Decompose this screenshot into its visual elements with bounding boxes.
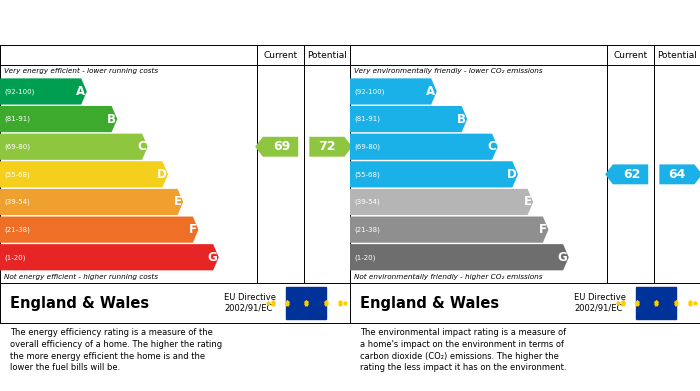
Text: Not environmentally friendly - higher CO₂ emissions: Not environmentally friendly - higher CO… bbox=[354, 274, 542, 280]
Polygon shape bbox=[255, 137, 298, 157]
Text: D: D bbox=[507, 168, 517, 181]
Text: G: G bbox=[558, 251, 567, 264]
Text: B: B bbox=[107, 113, 116, 126]
Text: 69: 69 bbox=[273, 140, 290, 153]
Text: B: B bbox=[457, 113, 466, 126]
Text: G: G bbox=[208, 251, 217, 264]
Text: (81-91): (81-91) bbox=[4, 116, 30, 122]
Polygon shape bbox=[350, 106, 468, 132]
Polygon shape bbox=[0, 217, 199, 243]
Text: E: E bbox=[174, 196, 182, 208]
Text: Very environmentally friendly - lower CO₂ emissions: Very environmentally friendly - lower CO… bbox=[354, 68, 542, 75]
Text: Very energy efficient - lower running costs: Very energy efficient - lower running co… bbox=[4, 68, 158, 75]
FancyBboxPatch shape bbox=[286, 287, 326, 319]
Text: F: F bbox=[539, 223, 547, 236]
Text: E: E bbox=[524, 196, 532, 208]
Polygon shape bbox=[605, 164, 648, 184]
Text: Current: Current bbox=[613, 50, 648, 59]
Text: D: D bbox=[157, 168, 167, 181]
Text: Potential: Potential bbox=[657, 50, 696, 59]
Polygon shape bbox=[0, 106, 118, 132]
Text: (92-100): (92-100) bbox=[354, 88, 384, 95]
Text: 72: 72 bbox=[318, 140, 336, 153]
Text: EU Directive
2002/91/EC: EU Directive 2002/91/EC bbox=[574, 293, 626, 313]
Text: Not energy efficient - higher running costs: Not energy efficient - higher running co… bbox=[4, 274, 158, 280]
Polygon shape bbox=[350, 189, 533, 215]
Text: 62: 62 bbox=[623, 168, 640, 181]
Text: England & Wales: England & Wales bbox=[360, 296, 500, 310]
Text: (92-100): (92-100) bbox=[4, 88, 34, 95]
Polygon shape bbox=[0, 78, 87, 104]
Text: (55-68): (55-68) bbox=[354, 171, 380, 178]
Text: F: F bbox=[189, 223, 197, 236]
Text: EU Directive
2002/91/EC: EU Directive 2002/91/EC bbox=[224, 293, 276, 313]
Text: The environmental impact rating is a measure of
a home's impact on the environme: The environmental impact rating is a mea… bbox=[360, 328, 567, 373]
Text: (1-20): (1-20) bbox=[4, 254, 26, 260]
Polygon shape bbox=[350, 134, 498, 160]
Text: C: C bbox=[137, 140, 146, 153]
Polygon shape bbox=[350, 244, 568, 270]
Text: (81-91): (81-91) bbox=[354, 116, 380, 122]
Text: (21-38): (21-38) bbox=[354, 226, 380, 233]
Polygon shape bbox=[0, 244, 218, 270]
Text: (21-38): (21-38) bbox=[4, 226, 30, 233]
Text: England & Wales: England & Wales bbox=[10, 296, 150, 310]
Polygon shape bbox=[350, 161, 518, 187]
Polygon shape bbox=[350, 217, 549, 243]
Text: (39-54): (39-54) bbox=[4, 199, 30, 205]
Text: The energy efficiency rating is a measure of the
overall efficiency of a home. T: The energy efficiency rating is a measur… bbox=[10, 328, 223, 373]
Text: (1-20): (1-20) bbox=[354, 254, 376, 260]
Text: (69-80): (69-80) bbox=[354, 143, 380, 150]
Text: (39-54): (39-54) bbox=[354, 199, 380, 205]
Text: A: A bbox=[426, 85, 435, 98]
Text: Current: Current bbox=[263, 50, 298, 59]
Polygon shape bbox=[0, 134, 148, 160]
Polygon shape bbox=[0, 161, 168, 187]
Polygon shape bbox=[659, 164, 700, 184]
Text: (55-68): (55-68) bbox=[4, 171, 30, 178]
Text: 64: 64 bbox=[668, 168, 685, 181]
FancyBboxPatch shape bbox=[636, 287, 676, 319]
Text: A: A bbox=[76, 85, 85, 98]
Polygon shape bbox=[0, 189, 183, 215]
Text: Environmental Impact (CO₂) Rating: Environmental Impact (CO₂) Rating bbox=[357, 16, 603, 29]
Text: Energy Efficiency Rating: Energy Efficiency Rating bbox=[7, 16, 178, 29]
Text: Potential: Potential bbox=[307, 50, 346, 59]
Polygon shape bbox=[309, 137, 352, 157]
Polygon shape bbox=[350, 78, 437, 104]
Text: (69-80): (69-80) bbox=[4, 143, 30, 150]
Text: C: C bbox=[487, 140, 496, 153]
